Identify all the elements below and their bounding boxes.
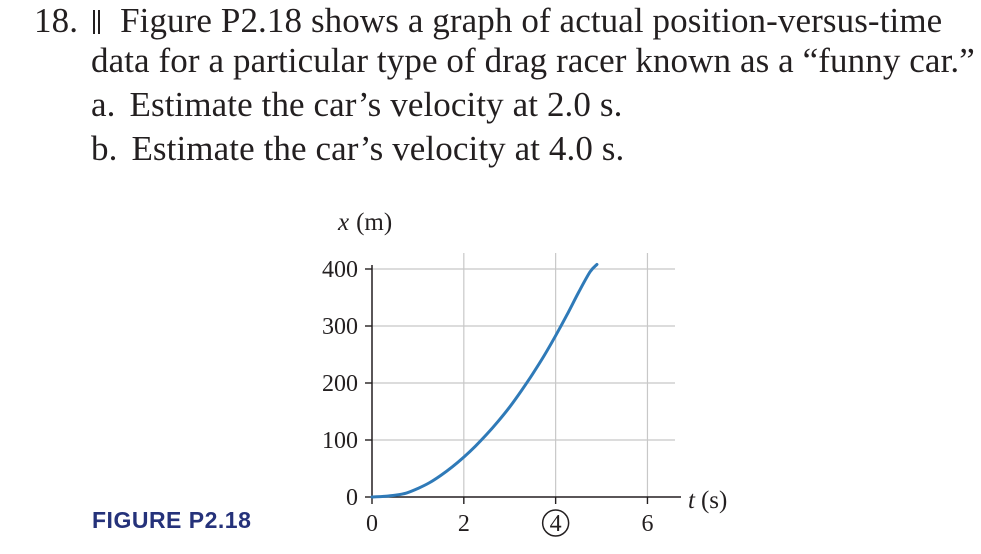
part-b-label: b. bbox=[91, 129, 118, 168]
x-axis-unit: (s) bbox=[701, 487, 727, 514]
part-a-text: Estimate the car’s velocity at 2.0 s. bbox=[129, 85, 623, 124]
y-tick-label: 100 bbox=[322, 428, 358, 454]
tick-marks bbox=[365, 268, 649, 504]
y-tick-label: 0 bbox=[346, 485, 358, 511]
x-axis-label: t (s) bbox=[688, 487, 727, 514]
x-axis-symbol: t bbox=[688, 487, 696, 514]
tick-labels: 0 100 200 300 400 0 2 4 6 bbox=[322, 257, 653, 537]
part-a-label: a. bbox=[91, 85, 116, 124]
position-curve bbox=[370, 262, 599, 499]
part-b: b. Estimate the car’s velocity at 4.0 s. bbox=[91, 128, 624, 170]
x-tick-label: 0 bbox=[366, 511, 378, 537]
circled-tick-marker bbox=[541, 509, 570, 537]
y-axis-unit: (m) bbox=[356, 209, 392, 236]
y-axis-symbol: x bbox=[337, 209, 349, 236]
part-b-text: Estimate the car’s velocity at 4.0 s. bbox=[131, 129, 625, 168]
y-tick-label: 400 bbox=[322, 257, 358, 283]
problem-number: 18. bbox=[34, 1, 79, 40]
y-tick-label: 300 bbox=[322, 314, 358, 340]
figure-caption: FIGURE P2.18 bbox=[92, 507, 252, 533]
y-axis-label: x (m) bbox=[337, 209, 392, 236]
grid-lines bbox=[372, 253, 675, 497]
y-tick-label: 200 bbox=[322, 371, 358, 397]
difficulty-bars-icon bbox=[92, 10, 101, 34]
curve-layer bbox=[370, 262, 599, 499]
x-tick-label: 6 bbox=[641, 511, 653, 537]
axes bbox=[371, 265, 681, 498]
x-tick-label: 2 bbox=[458, 511, 470, 537]
problem-line-1: 18. Figure P2.18 shows a graph of actual … bbox=[34, 0, 942, 42]
problem-line-2: data for a particular type of drag racer… bbox=[91, 41, 975, 80]
problem-text-line-1: Figure P2.18 shows a graph of actual pos… bbox=[120, 1, 943, 40]
part-a: a. Estimate the car’s velocity at 2.0 s. bbox=[91, 84, 622, 126]
x-tick-label: 4 bbox=[550, 511, 562, 537]
